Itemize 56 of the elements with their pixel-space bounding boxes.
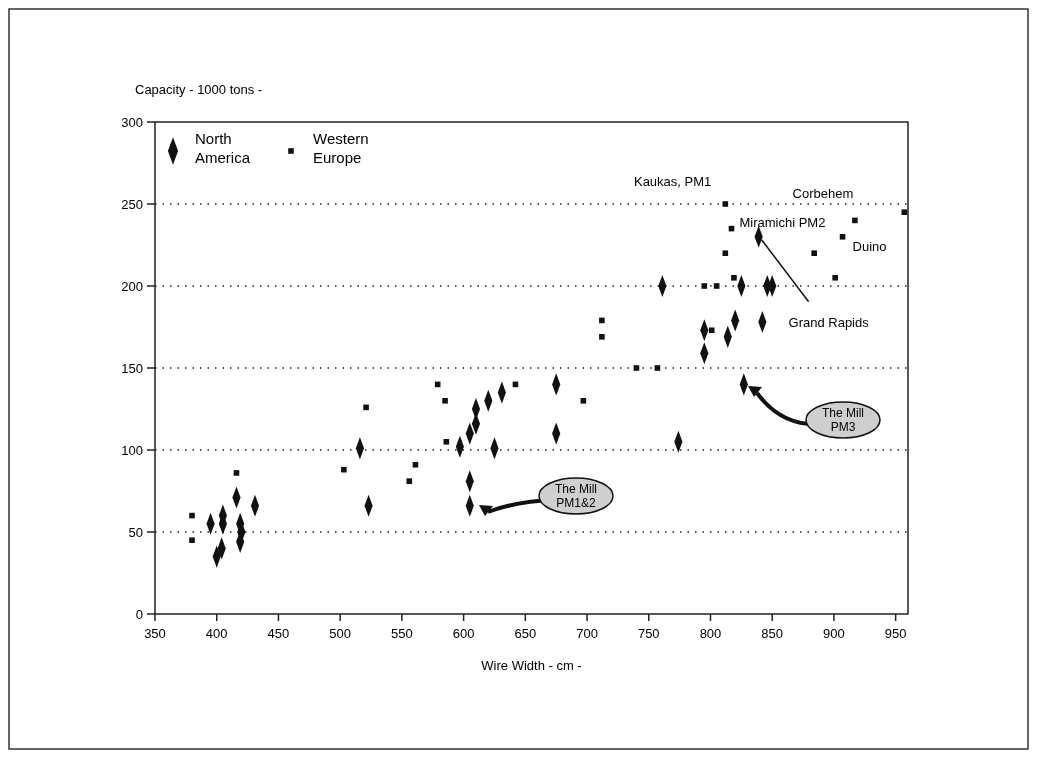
annotation: Duino [852, 238, 887, 254]
y-tick-label: 50 [128, 524, 143, 540]
point [654, 365, 661, 371]
legend-label: Western Europe [313, 130, 369, 166]
y-tick-label: 150 [121, 360, 143, 376]
point [341, 466, 347, 473]
y-tick-label: 100 [121, 442, 143, 458]
x-tick-label: 700 [576, 626, 598, 641]
annotation: The Mill PM3 [821, 406, 865, 434]
annotation: Miramichi PM2 [739, 214, 826, 230]
point [580, 397, 587, 404]
x-tick-label: 400 [205, 626, 228, 641]
x-tick-label: 550 [391, 626, 413, 641]
point [708, 327, 715, 334]
point [832, 274, 838, 281]
point [412, 461, 419, 468]
point [442, 397, 448, 404]
point [406, 478, 413, 484]
point [633, 365, 640, 371]
x-tick-label: 750 [637, 626, 660, 641]
point [701, 283, 708, 289]
legend-label: North America [195, 130, 251, 166]
point [839, 233, 846, 240]
point [599, 317, 605, 324]
x-tick-label: 900 [823, 626, 845, 641]
x-tick-label: 650 [514, 626, 537, 641]
annotation: Kaukas, PM1 [633, 174, 712, 189]
point [189, 512, 195, 519]
point [852, 217, 858, 224]
annotation: Grand Rapids [788, 314, 870, 330]
point [363, 404, 369, 411]
point [599, 334, 605, 340]
y-axis-title: Capacity - 1000 tons - [135, 82, 263, 97]
point [233, 470, 240, 476]
x-tick-label: 800 [699, 626, 722, 641]
point [443, 438, 450, 445]
y-tick-label: 0 [135, 606, 143, 622]
y-tick-label: 300 [121, 114, 143, 130]
point [713, 283, 720, 289]
x-tick-label: 950 [884, 626, 907, 641]
x-axis-title: Wire Width - cm - [481, 658, 582, 673]
x-tick-label: 500 [329, 626, 352, 641]
point [811, 250, 817, 257]
y-tick-label: 200 [121, 278, 143, 294]
point [189, 537, 195, 544]
x-tick-label: 350 [144, 626, 166, 641]
y-tick-label: 250 [121, 196, 143, 212]
annotation: The Mill PM1&2 [554, 482, 598, 510]
x-tick-label: 600 [452, 626, 475, 641]
annotation: Corbehem [792, 186, 854, 202]
x-tick-label: 850 [761, 626, 784, 641]
point [722, 201, 729, 207]
point [901, 209, 908, 216]
point [731, 274, 737, 281]
x-tick-label: 450 [267, 626, 290, 641]
point [722, 250, 729, 257]
